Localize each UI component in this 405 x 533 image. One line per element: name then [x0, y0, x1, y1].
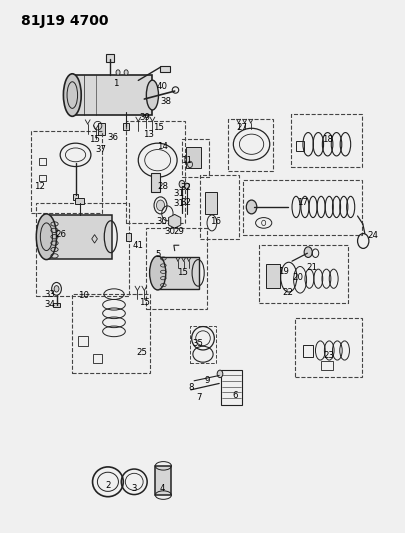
Bar	[155, 466, 171, 495]
Bar	[71, 75, 152, 115]
Circle shape	[124, 70, 128, 75]
Circle shape	[184, 183, 189, 189]
Bar	[31, 131, 102, 213]
Text: 7: 7	[196, 393, 201, 402]
Text: 32: 32	[180, 183, 191, 192]
Bar	[228, 119, 273, 171]
Bar	[93, 354, 102, 364]
Text: 40: 40	[156, 82, 167, 91]
Bar	[45, 215, 112, 259]
Text: 2: 2	[105, 481, 111, 490]
Text: 24: 24	[367, 231, 377, 240]
Text: 8: 8	[188, 383, 193, 392]
Text: 22: 22	[282, 287, 293, 296]
Polygon shape	[168, 214, 180, 228]
Bar	[204, 192, 216, 214]
Bar	[265, 264, 279, 288]
Bar	[39, 158, 46, 165]
Text: 15: 15	[139, 298, 149, 307]
Text: 38: 38	[160, 97, 171, 106]
Text: 16: 16	[209, 217, 220, 226]
Text: 14: 14	[157, 142, 168, 151]
Text: 32: 32	[180, 198, 191, 207]
Text: 81J19 4700: 81J19 4700	[21, 14, 108, 28]
Text: 15: 15	[177, 269, 188, 277]
Bar	[181, 139, 209, 177]
Ellipse shape	[149, 256, 165, 290]
Bar	[151, 173, 160, 192]
Bar	[36, 203, 129, 296]
Bar	[258, 245, 347, 303]
Text: 31: 31	[173, 199, 184, 208]
Text: 13: 13	[143, 130, 153, 139]
Bar	[199, 175, 239, 239]
Text: 15: 15	[89, 135, 100, 144]
Text: 37: 37	[95, 145, 106, 154]
Text: 28: 28	[157, 182, 168, 191]
Bar	[294, 318, 361, 377]
Bar	[221, 370, 242, 405]
Text: 9: 9	[204, 376, 209, 385]
Text: 20: 20	[292, 273, 303, 281]
Circle shape	[303, 247, 311, 257]
Bar	[72, 193, 78, 200]
Text: 21: 21	[306, 263, 317, 272]
Bar	[146, 228, 207, 309]
Circle shape	[116, 70, 120, 75]
Text: 15: 15	[153, 123, 164, 132]
Text: 34: 34	[45, 300, 55, 309]
Bar	[320, 361, 333, 370]
Bar	[190, 326, 216, 364]
Text: 12: 12	[34, 182, 45, 191]
Text: 10: 10	[78, 291, 89, 300]
Text: 31: 31	[173, 189, 184, 198]
Circle shape	[54, 286, 59, 292]
Bar	[185, 147, 201, 168]
Ellipse shape	[146, 80, 158, 110]
Circle shape	[156, 200, 164, 211]
Bar	[98, 124, 105, 135]
Circle shape	[217, 370, 222, 377]
Bar	[159, 66, 169, 72]
Text: 25: 25	[136, 348, 147, 357]
Text: 4: 4	[160, 484, 165, 493]
Text: 30: 30	[156, 217, 167, 226]
Bar	[156, 257, 198, 289]
Text: 30: 30	[164, 228, 175, 237]
Bar	[303, 345, 313, 357]
Text: 41: 41	[132, 241, 143, 250]
Text: 39: 39	[139, 113, 149, 122]
Bar	[106, 54, 114, 62]
Text: 36: 36	[107, 133, 118, 142]
Bar	[126, 121, 184, 223]
Text: 35: 35	[192, 339, 203, 348]
Text: 3: 3	[131, 484, 136, 493]
Circle shape	[246, 200, 256, 214]
Bar	[242, 180, 361, 235]
Ellipse shape	[36, 214, 56, 260]
Bar	[53, 303, 60, 307]
Text: 26: 26	[55, 230, 66, 239]
Bar	[71, 294, 150, 373]
Text: 11: 11	[181, 156, 192, 165]
Text: 17: 17	[296, 198, 307, 207]
Bar	[290, 115, 361, 166]
Text: 6: 6	[232, 391, 237, 400]
Ellipse shape	[63, 74, 81, 116]
Text: 19: 19	[278, 268, 289, 276]
Text: 1: 1	[113, 78, 119, 87]
Bar	[78, 336, 88, 346]
Text: 18: 18	[321, 135, 332, 144]
Bar	[295, 141, 303, 151]
Text: 23: 23	[322, 351, 333, 360]
Text: 33: 33	[45, 289, 55, 298]
Text: 5: 5	[156, 251, 161, 260]
Bar	[39, 174, 45, 181]
Text: 27: 27	[235, 123, 246, 132]
Circle shape	[179, 180, 184, 188]
Bar	[123, 124, 129, 130]
Text: 29: 29	[173, 228, 184, 237]
Bar	[126, 233, 131, 241]
Bar	[75, 198, 84, 204]
